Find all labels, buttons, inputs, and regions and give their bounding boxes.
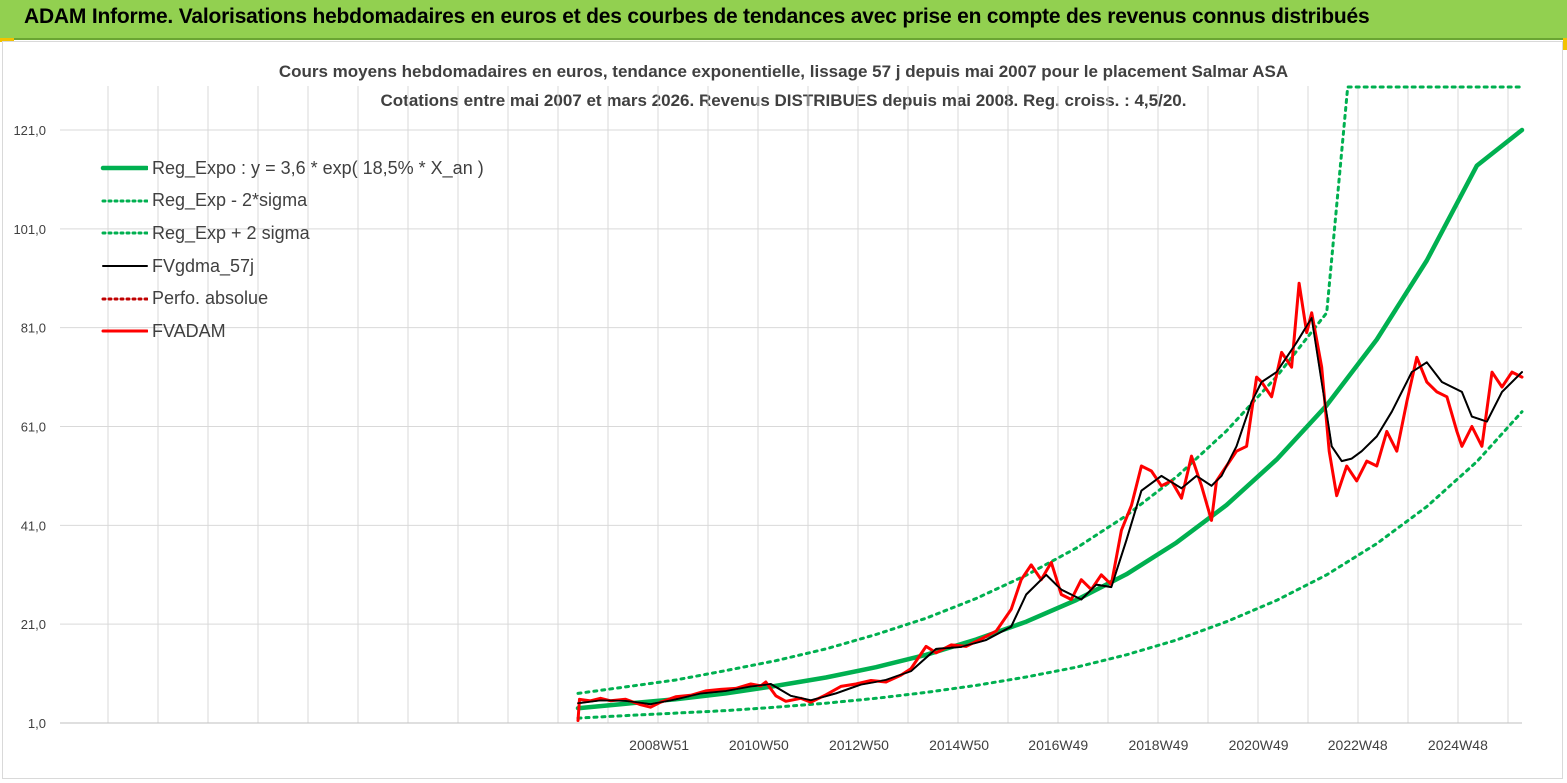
- legend-item: FVgdma_57j: [100, 250, 484, 283]
- legend-item: Perfo. absolue: [100, 282, 484, 315]
- series-line-5: [576, 281, 1524, 722]
- legend-item: Reg_Exp - 2*sigma: [100, 185, 484, 218]
- legend-swatch: [102, 265, 148, 268]
- x-tick-label: 2014W50: [929, 737, 989, 753]
- banner-corner-right: [1563, 38, 1567, 50]
- legend-item: Reg_Exp + 2 sigma: [100, 217, 484, 250]
- y-tick-label: 101,0: [13, 222, 46, 237]
- x-tick-label: 2012W50: [829, 737, 889, 753]
- report-banner: ADAM Informe. Valorisations hebdomadaire…: [0, 0, 1567, 40]
- legend-swatch: [101, 231, 148, 235]
- chart-title: Cours moyens hebdomadaires en euros, ten…: [278, 62, 1289, 81]
- x-tick-label: 2008W51: [629, 737, 689, 753]
- series-line-fvgdma-overlay: [577, 316, 1523, 706]
- report-banner-title: ADAM Informe. Valorisations hebdomadaire…: [24, 5, 1370, 28]
- y-tick-label: 61,0: [21, 420, 46, 435]
- chart-subtitle: Cotations entre mai 2007 et mars 2026. R…: [380, 91, 1187, 110]
- legend-item: Reg_Expo : y = 3,6 * exp( 18,5% * X_an ): [100, 152, 484, 185]
- legend-label: Reg_Exp - 2*sigma: [152, 190, 308, 211]
- legend-item: FVADAM: [100, 315, 484, 348]
- y-tick-label: 1,0: [28, 716, 46, 731]
- y-tick-label: 21,0: [21, 617, 46, 632]
- legend-label: Reg_Expo : y = 3,6 * exp( 18,5% * X_an ): [152, 157, 484, 178]
- chart-legend: Reg_Expo : y = 3,6 * exp( 18,5% * X_an )…: [100, 152, 484, 348]
- series-line-2: [576, 85, 1524, 695]
- legend-swatch: [101, 199, 148, 203]
- x-tick-label: 2022W48: [1328, 737, 1388, 753]
- legend-swatch: [101, 329, 148, 333]
- y-tick-label: 81,0: [21, 321, 46, 336]
- x-tick-label: 2020W49: [1229, 737, 1289, 753]
- legend-label: FVgdma_57j: [152, 255, 255, 276]
- banner-corner-left: [0, 38, 14, 42]
- x-tick-label: 2024W48: [1428, 737, 1488, 753]
- series-line-0: [575, 127, 1525, 711]
- y-tick-label: 41,0: [21, 518, 46, 533]
- x-tick-label: 2010W50: [729, 737, 789, 753]
- x-tick-label: 2018W49: [1128, 737, 1188, 753]
- legend-label: FVADAM: [152, 320, 226, 341]
- y-tick-label: 121,0: [13, 123, 46, 138]
- x-tick-label: 2016W49: [1028, 737, 1088, 753]
- legend-swatch: [101, 297, 148, 301]
- chart-frame: [2, 41, 1563, 779]
- legend-swatch: [100, 166, 148, 171]
- legend-label: Perfo. absolue: [152, 288, 269, 309]
- legend-label: Reg_Exp + 2 sigma: [152, 222, 310, 243]
- series-line-3: [577, 316, 1523, 706]
- series-line-1: [576, 410, 1524, 720]
